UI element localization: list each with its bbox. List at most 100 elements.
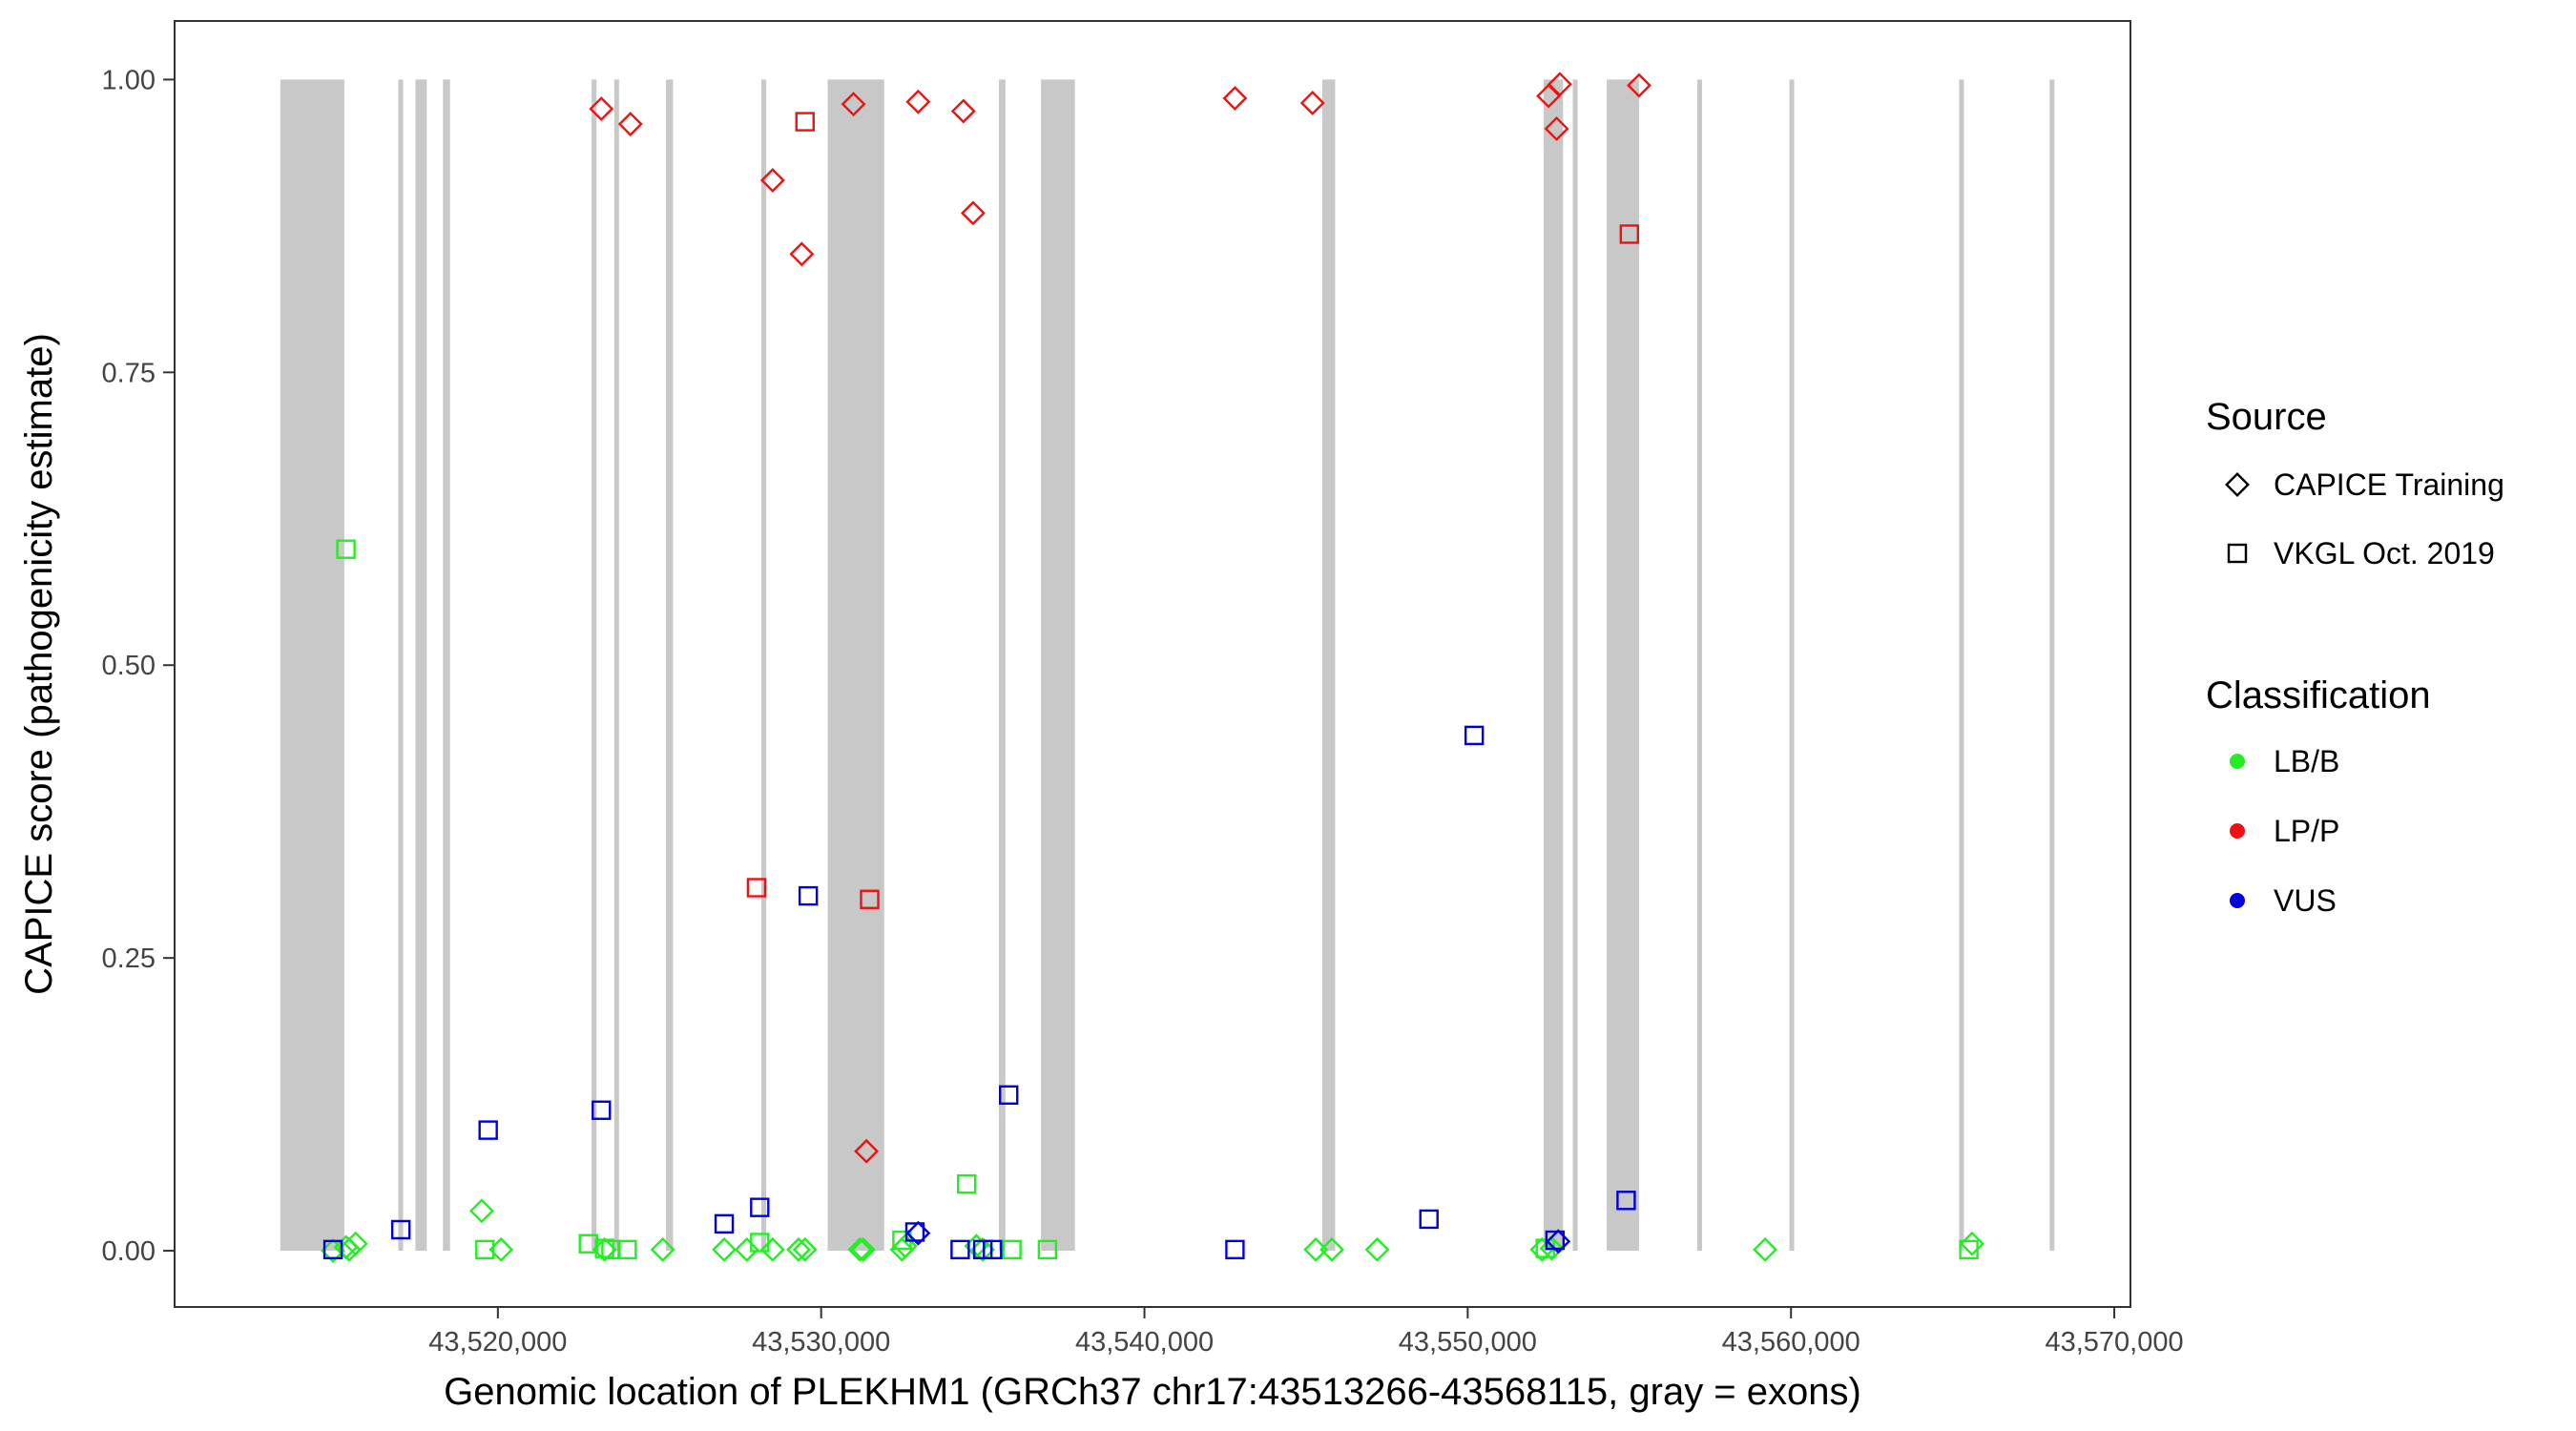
data-point bbox=[1299, 90, 1325, 115]
exon-band bbox=[1321, 79, 1336, 1252]
exon-band bbox=[666, 79, 674, 1252]
data-point bbox=[617, 112, 643, 136]
data-point bbox=[1619, 224, 1639, 244]
data-point bbox=[860, 889, 880, 909]
data-point bbox=[999, 1085, 1019, 1105]
data-point bbox=[1225, 1239, 1245, 1260]
data-point bbox=[1464, 725, 1485, 746]
exon-band bbox=[1959, 79, 1964, 1252]
data-point bbox=[792, 1236, 818, 1262]
legend-classification-title: Classification bbox=[2206, 674, 2431, 716]
exon-band bbox=[443, 79, 450, 1252]
y-tick-label: 0.75 bbox=[102, 358, 156, 388]
exon-band bbox=[1041, 79, 1075, 1252]
data-point bbox=[734, 1236, 759, 1262]
data-point bbox=[336, 539, 356, 559]
data-point bbox=[1364, 1236, 1390, 1262]
data-point bbox=[592, 1100, 612, 1120]
data-point bbox=[1616, 1191, 1636, 1211]
data-point bbox=[1753, 1236, 1778, 1262]
exon-layer bbox=[280, 79, 2055, 1252]
x-tick-label: 43,560,000 bbox=[1722, 1327, 1860, 1358]
data-point bbox=[1319, 1236, 1345, 1262]
data-point bbox=[322, 1239, 343, 1260]
data-point bbox=[1037, 1239, 1058, 1260]
data-point bbox=[594, 1238, 614, 1258]
data-point bbox=[617, 1239, 637, 1260]
data-point bbox=[712, 1236, 737, 1262]
data-point bbox=[468, 1198, 494, 1224]
exon-band bbox=[999, 79, 1006, 1252]
y-axis-title: CAPICE score (pathogenicity estimate) bbox=[18, 333, 60, 995]
data-point bbox=[759, 168, 785, 193]
data-point bbox=[1547, 72, 1572, 97]
data-point bbox=[905, 89, 931, 114]
data-point bbox=[750, 1197, 770, 1217]
data-point bbox=[1419, 1209, 1439, 1230]
exon-band bbox=[1607, 79, 1639, 1252]
x-axis-title: Genomic location of PLEKHM1 (GRCh37 chr1… bbox=[444, 1371, 1861, 1413]
axis-layer: 43,520,000 43,530,000 43,540,000 43,550,000… bbox=[102, 65, 2184, 1358]
x-tick-label: 43,540,000 bbox=[1075, 1327, 1214, 1358]
legend-class-label: LP/P bbox=[2274, 814, 2339, 848]
data-point bbox=[960, 200, 986, 226]
y-tick-label: 0.50 bbox=[102, 651, 156, 681]
data-point bbox=[950, 98, 976, 124]
x-tick-label: 43,550,000 bbox=[1399, 1327, 1537, 1358]
data-point bbox=[650, 1236, 675, 1262]
data-point bbox=[714, 1213, 735, 1234]
exon-band bbox=[827, 79, 884, 1252]
data-point bbox=[786, 1236, 811, 1262]
legend-class-key bbox=[2230, 754, 2245, 769]
data-point bbox=[854, 1138, 880, 1164]
data-point bbox=[1303, 1236, 1329, 1262]
exon-band bbox=[613, 79, 619, 1252]
x-tick-label: 43,530,000 bbox=[752, 1327, 890, 1358]
legend: Source Classification CAPICE Training VKG… bbox=[2206, 396, 2504, 918]
data-point bbox=[1959, 1239, 1979, 1260]
data-point bbox=[390, 1219, 411, 1240]
data-point bbox=[850, 1236, 876, 1262]
data-point bbox=[789, 241, 815, 267]
legend-source-key bbox=[2225, 472, 2250, 497]
exon-band bbox=[761, 79, 767, 1252]
data-point bbox=[1544, 115, 1569, 141]
exon-band bbox=[398, 79, 404, 1252]
y-tick-label: 0.25 bbox=[102, 944, 156, 974]
exon-band bbox=[1789, 79, 1795, 1252]
data-point bbox=[841, 92, 866, 117]
data-point bbox=[1960, 1231, 1984, 1256]
data-point bbox=[478, 1120, 498, 1140]
exon-band bbox=[280, 79, 344, 1252]
data-point bbox=[983, 1239, 1003, 1260]
y-tick-label: 0.00 bbox=[102, 1236, 156, 1267]
data-point bbox=[795, 112, 815, 132]
legend-class-key bbox=[2230, 893, 2245, 908]
legend-source-label: CAPICE Training bbox=[2274, 467, 2504, 502]
exon-band bbox=[1572, 79, 1578, 1252]
exon-band bbox=[1544, 79, 1564, 1252]
data-point bbox=[759, 1236, 785, 1262]
legend-source-key bbox=[2227, 543, 2248, 564]
legend-class-label: LB/B bbox=[2274, 744, 2339, 778]
data-point bbox=[1222, 86, 1248, 111]
x-tick-label: 43,520,000 bbox=[428, 1327, 567, 1358]
exon-band bbox=[592, 79, 597, 1252]
data-point bbox=[970, 1236, 996, 1262]
legend-class-label: VUS bbox=[2274, 883, 2337, 918]
data-point bbox=[847, 1236, 873, 1262]
data-point bbox=[746, 878, 767, 898]
x-tick-label: 43,570,000 bbox=[2045, 1327, 2183, 1358]
legend-class-key bbox=[2230, 823, 2245, 839]
exon-band bbox=[2049, 79, 2055, 1252]
legend-source-label: VKGL Oct. 2019 bbox=[2274, 536, 2495, 570]
data-point bbox=[950, 1239, 970, 1260]
data-point bbox=[1529, 1236, 1555, 1262]
data-point bbox=[1002, 1239, 1022, 1260]
data-point bbox=[750, 1233, 770, 1253]
data-point bbox=[475, 1239, 495, 1260]
exon-band bbox=[1696, 79, 1702, 1252]
y-tick-label: 1.00 bbox=[102, 65, 156, 95]
point-layer bbox=[321, 72, 1984, 1264]
